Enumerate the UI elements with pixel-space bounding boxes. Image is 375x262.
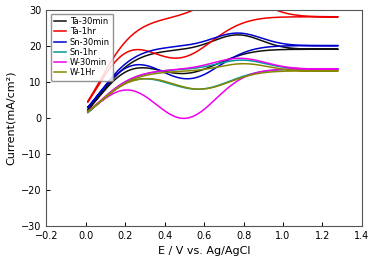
Ta-1hr bbox=[170, 16, 174, 19]
Ta-30min bbox=[170, 49, 174, 52]
W-30min bbox=[86, 110, 90, 113]
Sn-1hr bbox=[170, 69, 174, 72]
Sn-1hr bbox=[86, 111, 90, 114]
Line: Ta-30min: Ta-30min bbox=[88, 35, 338, 110]
Ta-1hr bbox=[152, 21, 156, 24]
Sn-30min bbox=[86, 106, 90, 109]
W-1Hr bbox=[312, 69, 317, 73]
Sn-30min bbox=[312, 44, 317, 47]
Line: Sn-1hr: Sn-1hr bbox=[88, 60, 338, 112]
Sn-30min bbox=[170, 45, 174, 48]
Ta-1hr bbox=[323, 15, 327, 18]
Line: Ta-1hr: Ta-1hr bbox=[88, 0, 338, 102]
Legend: Ta-30min, Ta-1hr, Sn-30min, Sn-1hr, W-30min, W-1Hr: Ta-30min, Ta-1hr, Sn-30min, Sn-1hr, W-30… bbox=[51, 14, 113, 81]
Sn-1hr bbox=[86, 111, 90, 114]
Ta-30min bbox=[152, 52, 156, 55]
Sn-30min bbox=[303, 44, 308, 47]
Line: W-30min: W-30min bbox=[88, 58, 338, 118]
Ta-1hr bbox=[303, 14, 308, 18]
W-1Hr bbox=[303, 69, 308, 72]
Sn-30min bbox=[323, 44, 327, 47]
Ta-30min bbox=[303, 47, 308, 51]
W-1Hr bbox=[86, 110, 90, 113]
Sn-1hr bbox=[255, 60, 260, 63]
W-30min bbox=[86, 110, 90, 113]
Sn-1hr bbox=[152, 70, 156, 74]
W-30min bbox=[237, 57, 242, 60]
Ta-30min bbox=[86, 108, 90, 111]
Ta-1hr bbox=[86, 100, 90, 103]
Ta-30min bbox=[86, 108, 90, 111]
W-30min bbox=[303, 67, 308, 70]
Sn-30min bbox=[86, 106, 90, 109]
Line: Sn-30min: Sn-30min bbox=[88, 33, 338, 107]
W-30min bbox=[323, 68, 327, 71]
W-1Hr bbox=[170, 70, 174, 73]
W-1Hr bbox=[255, 63, 260, 66]
Ta-30min bbox=[255, 37, 260, 41]
Sn-1hr bbox=[323, 68, 327, 71]
W-1Hr bbox=[86, 110, 90, 113]
Line: W-1Hr: W-1Hr bbox=[88, 64, 338, 112]
W-30min bbox=[255, 59, 260, 62]
Sn-30min bbox=[255, 35, 260, 38]
Ta-30min bbox=[312, 48, 317, 51]
W-1Hr bbox=[323, 69, 327, 73]
W-30min bbox=[312, 68, 317, 71]
W-30min bbox=[170, 68, 174, 72]
Sn-30min bbox=[152, 48, 156, 51]
Ta-30min bbox=[323, 48, 327, 51]
Sn-1hr bbox=[303, 67, 308, 70]
Ta-1hr bbox=[86, 101, 90, 104]
Ta-1hr bbox=[312, 15, 317, 18]
Ta-1hr bbox=[255, 0, 260, 3]
Sn-30min bbox=[236, 31, 240, 35]
W-30min bbox=[182, 117, 186, 120]
X-axis label: E / V vs. Ag/AgCl: E / V vs. Ag/AgCl bbox=[158, 247, 250, 256]
Sn-1hr bbox=[239, 58, 244, 62]
Ta-30min bbox=[236, 33, 240, 36]
W-1Hr bbox=[152, 72, 156, 75]
W-30min bbox=[152, 70, 156, 74]
Y-axis label: Current(mA/cm²): Current(mA/cm²) bbox=[6, 70, 15, 165]
W-1Hr bbox=[242, 62, 246, 65]
Sn-1hr bbox=[312, 68, 317, 71]
